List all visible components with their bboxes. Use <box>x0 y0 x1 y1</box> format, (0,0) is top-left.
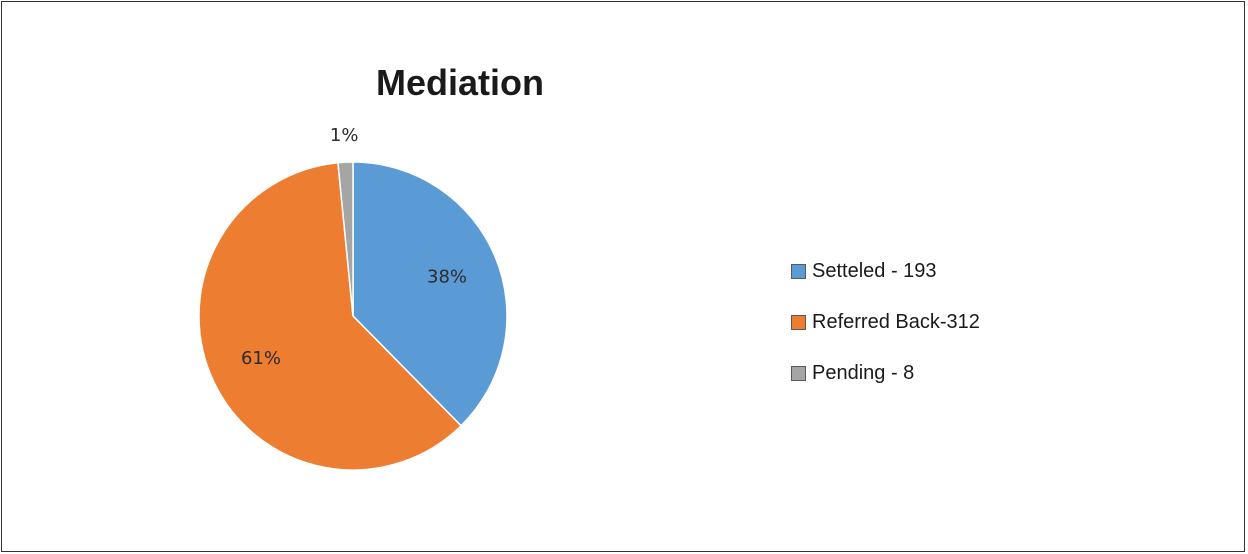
legend-label-pending: Pending - 8 <box>812 361 915 384</box>
legend-item-setteled: Setteled - 193 <box>791 257 980 285</box>
legend-swatch-pending <box>791 365 806 381</box>
legend-label-setteled: Setteled - 193 <box>812 259 937 282</box>
pie-label-setteled: 38% <box>427 266 467 287</box>
legend-swatch-referred-back <box>791 314 806 330</box>
legend-item-pending: Pending - 8 <box>791 359 980 387</box>
pie-slice-setteled <box>352 161 508 427</box>
legend-swatch-setteled <box>791 263 806 279</box>
legend-item-referred-back: Referred Back-312 <box>791 308 980 336</box>
legend: Setteled - 193 Referred Back-312 Pending… <box>791 257 980 410</box>
pie-slice-referred-back <box>198 161 463 471</box>
pie-label-referred-back: 61% <box>241 348 281 369</box>
pie-label-pending: 1% <box>330 125 359 146</box>
legend-label-referred-back: Referred Back-312 <box>812 310 980 333</box>
chart-title: Mediation <box>376 62 544 103</box>
pie-slice-pending <box>337 161 354 317</box>
